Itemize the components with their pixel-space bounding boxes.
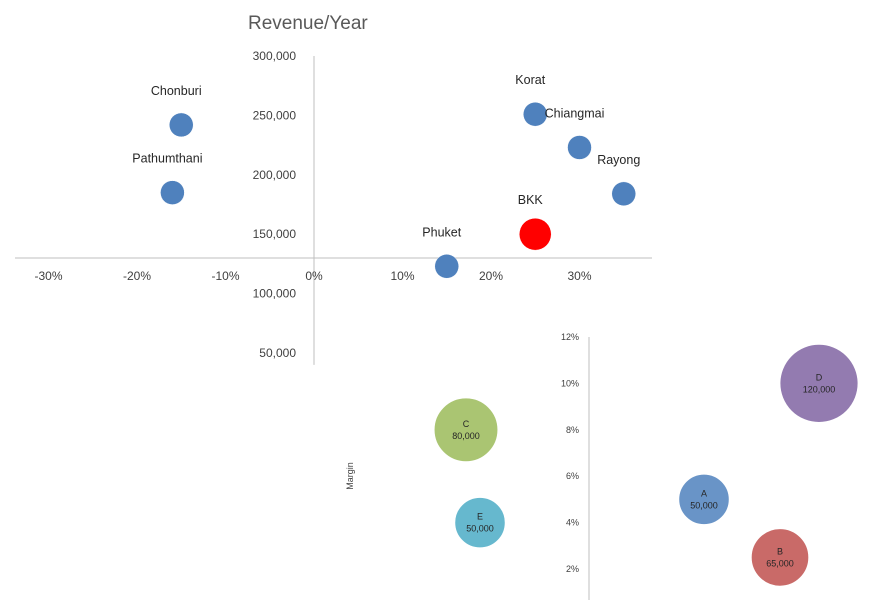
bubble-name: E — [477, 512, 483, 522]
bubble-value: 65,000 — [766, 558, 794, 568]
data-point — [611, 181, 636, 207]
bubble-value: 50,000 — [690, 500, 718, 510]
y-tick-labels: 50,000 100,000 150,000 200,000 250,000 300,00… — [253, 49, 297, 360]
data-point — [434, 254, 459, 279]
y-tick-label: 250,000 — [253, 108, 297, 122]
x-tick-label: -10% — [211, 269, 239, 283]
data-point-label: Chiangmai — [545, 106, 605, 120]
bubble-name: C — [463, 419, 470, 429]
bubbles — [433, 343, 859, 587]
margin-tick-label: 12% — [561, 332, 579, 342]
data-point-label: Phuket — [422, 225, 461, 239]
chart-title: Revenue/Year — [248, 13, 368, 34]
margin-axis-title: Margin — [345, 462, 355, 490]
data-point — [567, 135, 592, 160]
x-tick-label: -30% — [34, 269, 62, 283]
bubble — [750, 528, 810, 587]
data-point — [169, 112, 194, 138]
x-tick-label: -20% — [123, 269, 151, 283]
x-tick-label: 0% — [305, 269, 323, 283]
bubble-value: 120,000 — [803, 384, 836, 394]
data-point — [523, 101, 548, 127]
y-tick-label: 200,000 — [253, 168, 297, 182]
bubble — [454, 497, 506, 549]
margin-tick-label: 10% — [561, 378, 579, 388]
margin-tick-label: 4% — [566, 518, 579, 528]
y-tick-label: 50,000 — [259, 346, 296, 360]
data-point — [160, 180, 185, 205]
data-point-labels: Chonburi Pathumthani Korat Chiangmai Rayong B… — [132, 73, 640, 239]
data-point-label: Rayong — [597, 153, 640, 167]
x-tick-label: 10% — [390, 269, 414, 283]
y-tick-label: 300,000 — [253, 49, 297, 63]
data-point — [519, 217, 552, 251]
x-tick-label: 20% — [479, 269, 503, 283]
y-tick-label: 150,000 — [253, 227, 297, 241]
bubble-name: B — [777, 546, 783, 556]
margin-tick-label: 6% — [566, 471, 579, 481]
bubble-name: A — [701, 488, 707, 498]
data-point-label: Korat — [515, 73, 545, 87]
data-points — [160, 101, 636, 279]
bubble — [678, 473, 730, 525]
y-tick-label: 100,000 — [253, 287, 297, 301]
bubble-value: 80,000 — [452, 431, 480, 441]
data-point-label: BKK — [518, 193, 544, 207]
margin-tick-label: 8% — [566, 425, 579, 435]
bubble-name: D — [816, 372, 823, 382]
bubble — [433, 397, 499, 463]
margin-tick-label: 2% — [566, 564, 579, 574]
data-point-label: Chonburi — [151, 84, 202, 98]
x-tick-labels: -30% -20% -10% 0% 10% 20% 30% — [34, 269, 591, 283]
bubble — [779, 343, 859, 423]
x-tick-label: 30% — [567, 269, 591, 283]
bubble-value: 50,000 — [466, 524, 494, 534]
bubble-labels: C 80,000 E 50,000 D 120,000 A 50,000 B 65,000 — [452, 372, 835, 568]
data-point-label: Pathumthani — [132, 152, 202, 166]
margin-tick-labels: 2% 4% 6% 8% 10% 12% — [561, 332, 579, 574]
